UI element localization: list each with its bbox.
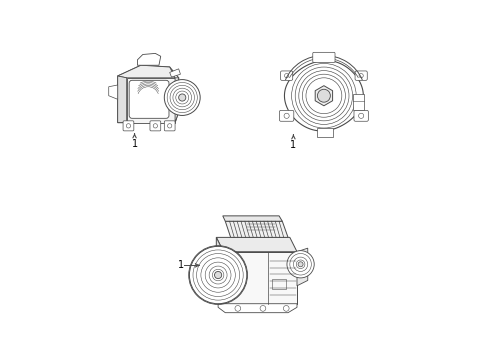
FancyBboxPatch shape [354,111,368,121]
Circle shape [287,251,314,278]
FancyBboxPatch shape [129,80,169,118]
FancyBboxPatch shape [281,71,293,80]
FancyBboxPatch shape [150,121,161,131]
Polygon shape [225,221,288,237]
Circle shape [318,89,330,102]
FancyBboxPatch shape [123,121,134,131]
Text: 1: 1 [291,140,296,150]
Polygon shape [315,86,333,106]
Polygon shape [223,252,297,304]
FancyBboxPatch shape [279,111,294,121]
FancyBboxPatch shape [355,71,368,80]
Text: 1: 1 [178,260,184,270]
Polygon shape [297,248,308,286]
Polygon shape [137,53,161,65]
Polygon shape [170,69,180,77]
Polygon shape [126,78,175,123]
Circle shape [290,62,358,130]
Bar [272,279,286,289]
FancyBboxPatch shape [313,52,335,62]
Polygon shape [175,78,179,123]
Text: 1: 1 [131,139,138,149]
Polygon shape [223,216,282,221]
Polygon shape [118,65,179,123]
Circle shape [179,94,186,101]
FancyBboxPatch shape [164,121,175,131]
Polygon shape [285,60,364,131]
Polygon shape [218,304,297,313]
Bar [317,129,333,137]
Bar [353,94,364,110]
Circle shape [298,262,303,267]
Circle shape [164,80,200,116]
Circle shape [190,246,247,304]
Polygon shape [118,76,126,123]
Circle shape [215,271,221,279]
Polygon shape [216,237,297,252]
Polygon shape [216,237,223,304]
Polygon shape [109,85,118,99]
Polygon shape [118,65,175,78]
